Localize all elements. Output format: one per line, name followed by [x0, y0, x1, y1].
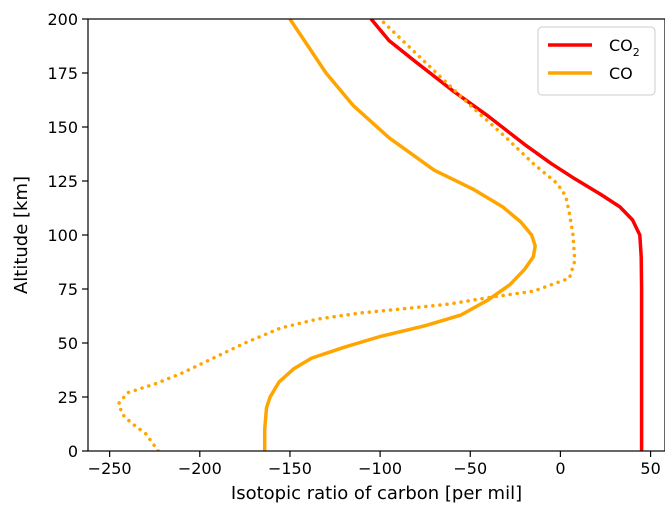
x-tick-label: 50: [640, 459, 660, 478]
x-tick-label: −150: [268, 459, 312, 478]
y-tick-label: 50: [58, 334, 78, 353]
y-axis-label: Altitude [km]: [11, 176, 32, 294]
x-axis-label: Isotopic ratio of carbon [per mil]: [231, 483, 522, 504]
y-tick-label: 175: [47, 64, 78, 83]
x-tick-label: 0: [555, 459, 565, 478]
legend-label: CO2: [609, 36, 640, 59]
y-tick-label: 125: [47, 172, 78, 191]
legend-label: CO: [609, 64, 633, 83]
plot-area: [116, 19, 644, 451]
legend-frame: [537, 26, 656, 96]
y-tick-label: 150: [47, 118, 78, 137]
x-tick-label: −100: [358, 459, 402, 478]
series-line-0: [369, 19, 644, 451]
x-tick-label: −50: [453, 459, 487, 478]
legend: CO2 CO: [537, 26, 656, 96]
y-tick-label: 25: [58, 388, 78, 407]
y-tick-label: 200: [47, 10, 78, 29]
y-tick-label: 100: [47, 226, 78, 245]
ticks: −250 −200 −150 −100 −50 0 50 0 25 50 75 100 125 150 17…: [47, 10, 660, 478]
y-tick-label: 75: [58, 280, 78, 299]
x-tick-label: −250: [88, 459, 132, 478]
y-tick-label: 0: [68, 442, 78, 461]
series-line-1: [262, 19, 537, 451]
x-tick-label: −200: [178, 459, 222, 478]
series-line-2: [116, 19, 577, 451]
